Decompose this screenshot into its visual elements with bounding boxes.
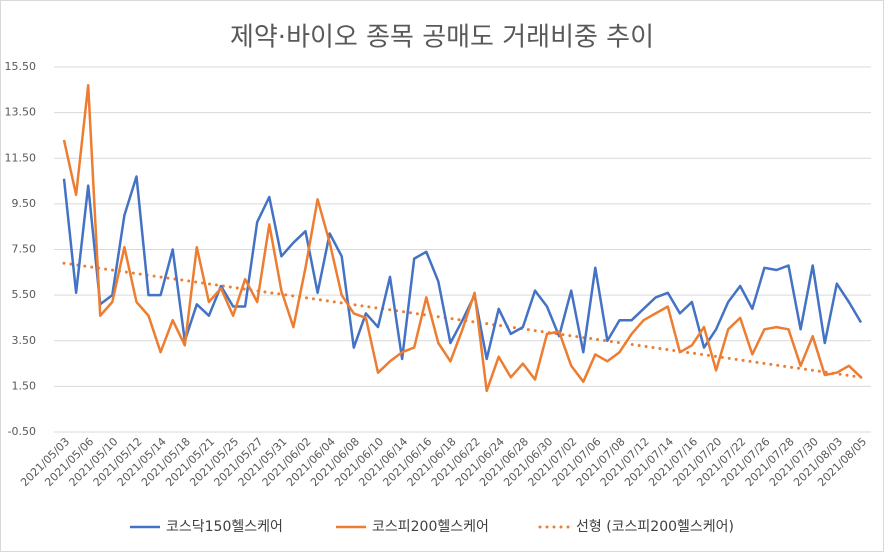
- y-tick-label: 9.50: [12, 197, 37, 210]
- legend-label: 선형 (코스피200헬스케어): [576, 519, 734, 535]
- y-tick-label: 15.50: [5, 60, 37, 73]
- y-tick-label: 5.50: [12, 288, 37, 301]
- y-tick-label: 7.50: [12, 243, 37, 256]
- line-series: [62, 175, 863, 361]
- trend-line: [62, 261, 863, 379]
- chart-title: 제약·바이오 종목 공매도 거래비중 추이: [230, 23, 654, 53]
- y-tick-label: 1.50: [12, 379, 37, 392]
- y-tick-label: 11.50: [5, 151, 37, 164]
- line-series: [62, 84, 862, 393]
- legend-label: 코스닥150헬스케어: [166, 519, 283, 535]
- legend-label: 코스피200헬스케어: [372, 519, 489, 535]
- y-tick-label: -0.50: [8, 425, 36, 438]
- y-tick-label: 13.50: [5, 106, 37, 119]
- y-tick-label: 3.50: [12, 334, 37, 347]
